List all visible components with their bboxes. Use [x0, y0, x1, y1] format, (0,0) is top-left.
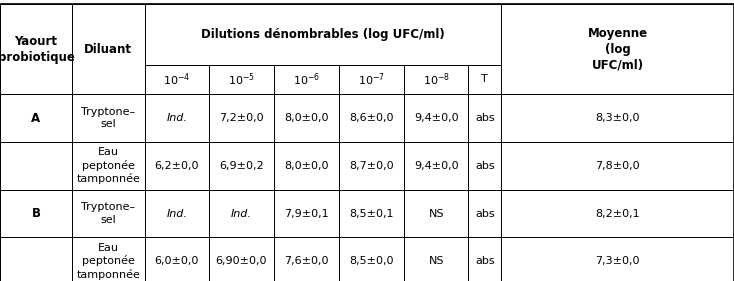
Bar [339, 94, 404, 142]
Text: Ind.: Ind. [167, 113, 187, 123]
Bar [209, 65, 274, 94]
Bar [404, 94, 468, 142]
Bar [339, 65, 404, 94]
Text: Yaourt
probiotique: Yaourt probiotique [0, 35, 74, 64]
Text: 9,4±0,0: 9,4±0,0 [414, 161, 459, 171]
Bar [72, 142, 145, 190]
Text: Dilutions dénombrables (log UFC/ml): Dilutions dénombrables (log UFC/ml) [201, 28, 445, 41]
Bar [145, 237, 209, 281]
Text: Eau
peptonée
tamponnée: Eau peptonée tamponnée [76, 147, 140, 185]
Bar [209, 142, 274, 190]
Text: 9,4±0,0: 9,4±0,0 [414, 113, 459, 123]
Text: 8,0±0,0: 8,0±0,0 [284, 113, 329, 123]
Text: A: A [32, 112, 40, 124]
Bar [501, 142, 734, 190]
Bar [0, 237, 72, 281]
Bar [339, 142, 404, 190]
Text: B: B [32, 207, 40, 220]
Text: 7,9±0,1: 7,9±0,1 [284, 209, 329, 219]
Bar [404, 65, 468, 94]
Text: $10^{-8}$: $10^{-8}$ [423, 71, 450, 88]
Text: $10^{-6}$: $10^{-6}$ [293, 71, 320, 88]
Bar [145, 142, 209, 190]
Text: 7,8±0,0: 7,8±0,0 [595, 161, 640, 171]
Text: 8,6±0,0: 8,6±0,0 [349, 113, 394, 123]
Bar [209, 237, 274, 281]
Bar [0, 94, 72, 142]
Text: 8,0±0,0: 8,0±0,0 [284, 161, 329, 171]
Text: $10^{-4}$: $10^{-4}$ [163, 71, 191, 88]
Text: Ind.: Ind. [167, 209, 187, 219]
Text: 8,7±0,0: 8,7±0,0 [349, 161, 394, 171]
Bar [274, 65, 339, 94]
Bar [274, 94, 339, 142]
Bar [501, 4, 734, 94]
Bar [72, 4, 145, 94]
Bar [404, 237, 468, 281]
Text: Ind.: Ind. [231, 209, 252, 219]
Bar [145, 65, 209, 94]
Bar [501, 237, 734, 281]
Bar [209, 94, 274, 142]
Bar [468, 190, 501, 237]
Text: Diluant: Diluant [84, 43, 132, 56]
Text: $10^{-5}$: $10^{-5}$ [228, 71, 255, 88]
Bar [468, 237, 501, 281]
Text: 8,3±0,0: 8,3±0,0 [595, 113, 640, 123]
Text: abs: abs [475, 113, 495, 123]
Text: abs: abs [475, 256, 495, 266]
Bar [468, 65, 501, 94]
Text: 6,9±0,2: 6,9±0,2 [219, 161, 264, 171]
Bar [72, 237, 145, 281]
Bar [72, 190, 145, 237]
Bar [501, 94, 734, 142]
Bar [274, 190, 339, 237]
Text: 6,2±0,0: 6,2±0,0 [155, 161, 199, 171]
Text: 6,90±0,0: 6,90±0,0 [216, 256, 267, 266]
Text: 7,6±0,0: 7,6±0,0 [284, 256, 329, 266]
Text: NS: NS [429, 256, 444, 266]
Text: Eau
peptonée
tamponnée: Eau peptonée tamponnée [76, 243, 140, 280]
Bar [145, 190, 209, 237]
Text: 6,0±0,0: 6,0±0,0 [155, 256, 199, 266]
Bar [72, 94, 145, 142]
Bar [468, 94, 501, 142]
Text: $10^{-7}$: $10^{-7}$ [358, 71, 385, 88]
Text: NS: NS [429, 209, 444, 219]
Text: 8,5±0,1: 8,5±0,1 [349, 209, 394, 219]
Text: 7,2±0,0: 7,2±0,0 [219, 113, 264, 123]
Bar [501, 190, 734, 237]
Bar [0, 190, 72, 237]
Bar [339, 237, 404, 281]
Bar [339, 190, 404, 237]
Bar [274, 142, 339, 190]
Bar [145, 94, 209, 142]
Text: 8,5±0,0: 8,5±0,0 [349, 256, 394, 266]
Text: abs: abs [475, 209, 495, 219]
Text: T: T [482, 74, 488, 84]
Bar [0, 4, 72, 94]
Text: 7,3±0,0: 7,3±0,0 [595, 256, 640, 266]
Text: Tryptone–
sel: Tryptone– sel [81, 107, 135, 129]
Bar [404, 190, 468, 237]
Text: Tryptone–
sel: Tryptone– sel [81, 202, 135, 225]
Text: abs: abs [475, 161, 495, 171]
Bar [274, 237, 339, 281]
Bar [209, 190, 274, 237]
Bar [145, 4, 501, 65]
Text: Moyenne
(log
UFC/ml): Moyenne (log UFC/ml) [588, 27, 647, 72]
Bar [468, 142, 501, 190]
Bar [404, 142, 468, 190]
Bar [0, 142, 72, 190]
Text: 8,2±0,1: 8,2±0,1 [595, 209, 640, 219]
